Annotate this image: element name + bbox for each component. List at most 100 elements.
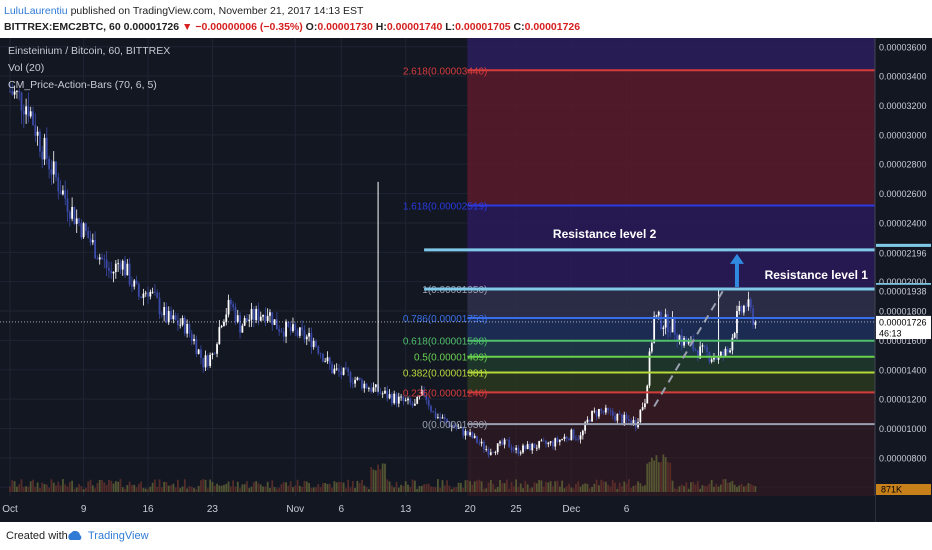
candle-body (16, 91, 18, 92)
volume-bar (506, 479, 508, 492)
price-tick: 0.00000800 (879, 453, 927, 463)
volume-bar (466, 479, 469, 492)
volume-bar (729, 482, 731, 492)
candle-body (749, 299, 752, 309)
volume-bar (200, 480, 202, 492)
volume-bar (32, 479, 34, 492)
volume-bar (703, 485, 706, 492)
candle-body (554, 438, 557, 447)
candle-body (374, 384, 377, 388)
volume-bar (443, 485, 446, 492)
volume-bar (402, 486, 405, 492)
candle-body (232, 304, 235, 308)
candle-body (105, 259, 108, 268)
candle-body (280, 331, 283, 333)
time-tick: Nov (286, 504, 304, 515)
volume-bar (158, 479, 161, 492)
volume-bar (740, 483, 743, 492)
volume-bar (232, 480, 235, 492)
volume-bar (370, 466, 373, 492)
candle-body (174, 315, 177, 321)
volume-bar (407, 484, 409, 492)
fib-label: 0.618(0.00001598) (403, 337, 488, 348)
candle-body (140, 296, 143, 298)
candle-body (644, 403, 646, 408)
candle-body (156, 292, 159, 298)
volume-bar (85, 487, 87, 492)
volume-bar (55, 485, 57, 492)
candle-body (275, 319, 278, 330)
candle-body (499, 441, 501, 444)
candle-body (292, 324, 294, 332)
candle-body (197, 349, 200, 354)
price-axis-labels: 0.000022170.000021960.000019500.00001938… (0, 243, 931, 495)
volume-bar (257, 483, 260, 492)
price-tick: 0.00003200 (879, 101, 927, 111)
candle-body (370, 388, 373, 392)
volume-bar (545, 481, 547, 492)
volume-bar (542, 486, 545, 492)
candle-body (135, 280, 138, 284)
time-tick: 16 (142, 504, 154, 515)
volume-bar (124, 488, 126, 492)
volume-bar (742, 486, 745, 492)
candle-body (386, 390, 389, 399)
candle-body (234, 307, 237, 322)
volume-bar (154, 479, 156, 492)
volume-bar (278, 487, 281, 492)
volume-bar (229, 486, 232, 492)
volume-bar (121, 487, 124, 492)
volume-bar (494, 488, 497, 492)
candle-body (623, 414, 626, 424)
volume-bar (653, 460, 656, 492)
volume-bar (117, 481, 120, 492)
candle-body (609, 410, 612, 412)
volume-bar (379, 469, 382, 492)
volume-bar (699, 488, 702, 492)
time-axis[interactable] (0, 496, 875, 522)
candle-body (427, 400, 430, 406)
volume-bar (547, 482, 550, 492)
candle-body (657, 311, 660, 316)
volume-bar (305, 481, 308, 492)
volume-bar (333, 481, 336, 492)
volume-bar (315, 487, 317, 492)
volume-bar (193, 488, 195, 492)
volume-bar (614, 482, 616, 492)
candle-body (650, 342, 653, 352)
volume-bar (131, 485, 133, 492)
volume-bar (662, 454, 665, 492)
candle-body (262, 315, 264, 317)
candle-body (692, 340, 695, 350)
candle-body (358, 377, 361, 380)
candle-body (694, 349, 697, 351)
volume-bar (41, 482, 44, 492)
volume-bar (637, 481, 639, 492)
volume-bar (436, 479, 439, 492)
price-axis[interactable] (876, 38, 932, 522)
time-tick: 25 (511, 504, 523, 515)
volume-bar (377, 464, 379, 492)
author-link[interactable]: LuluLaurentiu (4, 5, 68, 17)
candle-body (549, 441, 552, 443)
volume-bar (82, 488, 85, 492)
volume-bar (282, 482, 285, 492)
candle-body (303, 330, 306, 340)
candle-body (533, 443, 536, 448)
candle-body (48, 158, 51, 170)
volume-bar (510, 482, 513, 492)
chart-area[interactable]: 2.618(0.00003440)1.618(0.00002519)1(0.00… (0, 38, 932, 522)
candle-body (170, 311, 172, 320)
volume-bar (209, 479, 212, 492)
volume-bar (167, 485, 170, 492)
volume-bar (393, 487, 396, 492)
tradingview-link[interactable]: TradingView (88, 530, 149, 542)
volume-bar (752, 485, 754, 492)
candle-body (248, 319, 251, 322)
time-tick: 6 (338, 504, 344, 515)
candle-body (469, 432, 472, 436)
candle-body (545, 440, 547, 445)
volume-bar (62, 479, 64, 492)
candle-body (395, 393, 398, 404)
volume-bar (710, 479, 713, 492)
